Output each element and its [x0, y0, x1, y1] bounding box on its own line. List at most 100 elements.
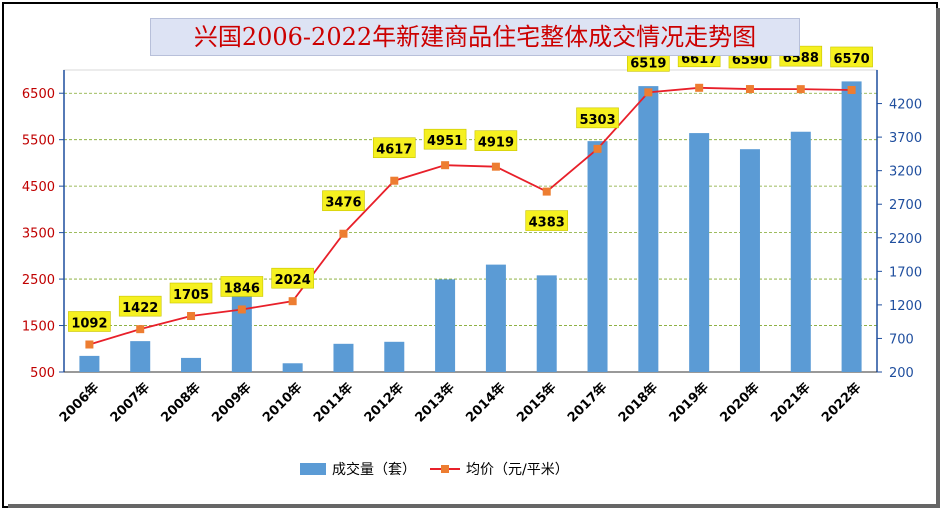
bar [638, 86, 659, 373]
data-label: 1092 [68, 311, 111, 332]
x-tick-label: 2007年 [107, 380, 153, 426]
x-tick-label: 2015年 [513, 380, 559, 426]
data-label-text: 1422 [122, 301, 158, 316]
data-label-text: 1705 [173, 288, 209, 303]
data-label-box [372, 137, 416, 159]
data-label: 4919 [474, 130, 518, 151]
legend-marker [441, 465, 449, 473]
price-marker [796, 85, 805, 94]
right-tick-label: 700 [889, 332, 914, 347]
x-tick-label: 2013年 [412, 380, 458, 426]
bar [384, 341, 405, 372]
data-label-text: 2024 [275, 273, 311, 288]
left-tick-label: 6500 [22, 87, 55, 102]
bar [435, 279, 456, 372]
data-label: 4617 [372, 137, 416, 159]
price-marker [745, 85, 754, 94]
x-tick-label: 2011年 [310, 380, 356, 426]
data-label: 5303 [576, 107, 619, 129]
price-marker [593, 144, 602, 153]
data-label-text: 6570 [834, 52, 870, 67]
price-line [89, 86, 852, 346]
left-tick-label: 500 [30, 366, 55, 381]
right-tick-label: 1700 [889, 265, 922, 280]
right-tick-label: 2700 [889, 198, 922, 213]
bar [130, 341, 151, 372]
x-tick-label: 2012年 [361, 380, 407, 426]
data-label-text: 4383 [529, 216, 565, 231]
right-tick-label: 200 [889, 366, 914, 381]
left-tick-label: 5500 [22, 134, 55, 149]
data-label: 1705 [169, 282, 213, 304]
chart-title: 兴国2006-2022年新建商品住宅整体成交情况走势图 [150, 18, 800, 56]
data-label-box [68, 311, 111, 332]
price-marker [847, 85, 856, 94]
x-tick-label: 2019年 [666, 380, 712, 426]
legend-label-bars: 成交量（套） [332, 461, 416, 478]
bar [231, 288, 252, 372]
x-tick-label: 2010年 [259, 380, 305, 426]
data-label-text: 5303 [579, 113, 615, 128]
left-tick-label: 2500 [22, 273, 55, 288]
x-tick-label: 2017年 [564, 380, 610, 426]
bar [739, 149, 760, 372]
price-marker [695, 83, 704, 92]
price-marker [237, 305, 246, 314]
data-label-text: 4617 [376, 143, 412, 158]
right-tick-label: 3700 [889, 131, 922, 146]
bar [536, 275, 557, 372]
data-label-box [271, 267, 314, 289]
price-marker [339, 229, 348, 238]
data-label: 1422 [118, 295, 162, 317]
frame-shadow [936, 8, 940, 508]
right-tick-label: 3200 [889, 165, 922, 180]
data-label: 4383 [525, 210, 569, 231]
price-marker [136, 325, 145, 334]
left-tick-label: 1500 [22, 320, 55, 335]
data-label-text: 6519 [630, 56, 666, 71]
x-tick-label: 2021年 [768, 380, 814, 426]
bar [485, 264, 506, 372]
price-marker [288, 297, 297, 306]
data-label-box [118, 295, 162, 317]
bar [587, 141, 608, 372]
data-label: 6570 [830, 46, 873, 68]
data-label-box [322, 190, 365, 212]
right-tick-label: 4200 [889, 98, 922, 113]
data-label-box [220, 276, 264, 297]
x-tick-label: 2022年 [818, 380, 864, 426]
bar [790, 131, 811, 372]
right-tick-label: 2200 [889, 232, 922, 247]
bar [689, 133, 710, 372]
data-label: 1846 [220, 276, 264, 297]
bar [181, 357, 202, 372]
price-marker [441, 161, 450, 170]
x-tick-label: 2014年 [463, 380, 509, 426]
data-label-box [423, 128, 467, 150]
data-label: 4951 [423, 128, 467, 150]
legend-swatch-bars [300, 463, 326, 475]
price-marker [187, 312, 196, 321]
data-label-text: 6590 [732, 53, 768, 68]
left-tick-label: 3500 [22, 227, 55, 242]
x-tick-label: 2009年 [209, 380, 255, 426]
data-label-box [474, 130, 518, 151]
x-tick-label: 2006年 [56, 380, 102, 426]
data-label-box [169, 282, 213, 304]
left-tick-label: 4500 [22, 180, 55, 195]
data-label-box [576, 107, 619, 129]
data-label-box [830, 46, 873, 68]
data-label-box [525, 210, 569, 231]
x-tick-label: 2020年 [717, 380, 763, 426]
price-marker [85, 340, 94, 349]
price-marker [390, 176, 399, 185]
data-label: 6519 [627, 51, 670, 72]
price-marker [491, 162, 500, 171]
data-label: 3476 [322, 190, 365, 212]
x-tick-label: 2008年 [158, 380, 204, 426]
right-tick-label: 1200 [889, 299, 922, 314]
price-marker [644, 88, 653, 97]
data-label-text: 1092 [71, 316, 107, 331]
